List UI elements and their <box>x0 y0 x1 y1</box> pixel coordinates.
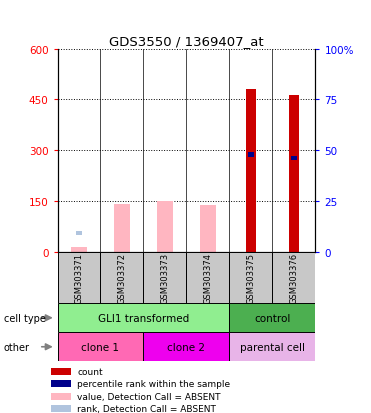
Bar <box>51 380 70 387</box>
Bar <box>289 96 299 252</box>
Bar <box>246 90 256 252</box>
Text: rank, Detection Call = ABSENT: rank, Detection Call = ABSENT <box>77 404 216 413</box>
Text: control: control <box>254 313 290 323</box>
Text: GSM303375: GSM303375 <box>246 252 255 303</box>
Bar <box>51 368 70 375</box>
Bar <box>51 405 70 412</box>
Bar <box>51 393 70 400</box>
Bar <box>71 248 87 252</box>
Text: cell type: cell type <box>4 313 46 323</box>
Bar <box>200 205 216 252</box>
Title: GDS3550 / 1369407_at: GDS3550 / 1369407_at <box>109 36 264 48</box>
FancyBboxPatch shape <box>187 252 229 304</box>
Text: GSM303373: GSM303373 <box>160 252 170 303</box>
Text: percentile rank within the sample: percentile rank within the sample <box>77 379 230 388</box>
Text: count: count <box>77 367 103 376</box>
Text: value, Detection Call = ABSENT: value, Detection Call = ABSENT <box>77 392 221 401</box>
Text: parental cell: parental cell <box>240 342 305 352</box>
Text: GSM303372: GSM303372 <box>118 252 127 303</box>
Bar <box>76 231 82 235</box>
Text: GSM303376: GSM303376 <box>289 252 298 303</box>
FancyBboxPatch shape <box>229 304 315 332</box>
Text: clone 1: clone 1 <box>82 342 119 352</box>
FancyBboxPatch shape <box>58 252 101 304</box>
Bar <box>248 153 254 157</box>
FancyBboxPatch shape <box>144 332 229 361</box>
FancyBboxPatch shape <box>144 252 187 304</box>
Text: GSM303371: GSM303371 <box>75 252 83 303</box>
FancyBboxPatch shape <box>229 332 315 361</box>
Text: clone 2: clone 2 <box>167 342 206 352</box>
Text: GSM303374: GSM303374 <box>203 252 213 303</box>
FancyBboxPatch shape <box>58 332 144 361</box>
FancyBboxPatch shape <box>272 252 315 304</box>
FancyBboxPatch shape <box>229 252 272 304</box>
Bar <box>157 202 173 252</box>
Text: GLI1 transformed: GLI1 transformed <box>98 313 189 323</box>
FancyBboxPatch shape <box>101 252 144 304</box>
Bar <box>291 156 297 160</box>
Bar <box>114 205 130 252</box>
Text: other: other <box>4 342 30 352</box>
FancyBboxPatch shape <box>58 304 229 332</box>
